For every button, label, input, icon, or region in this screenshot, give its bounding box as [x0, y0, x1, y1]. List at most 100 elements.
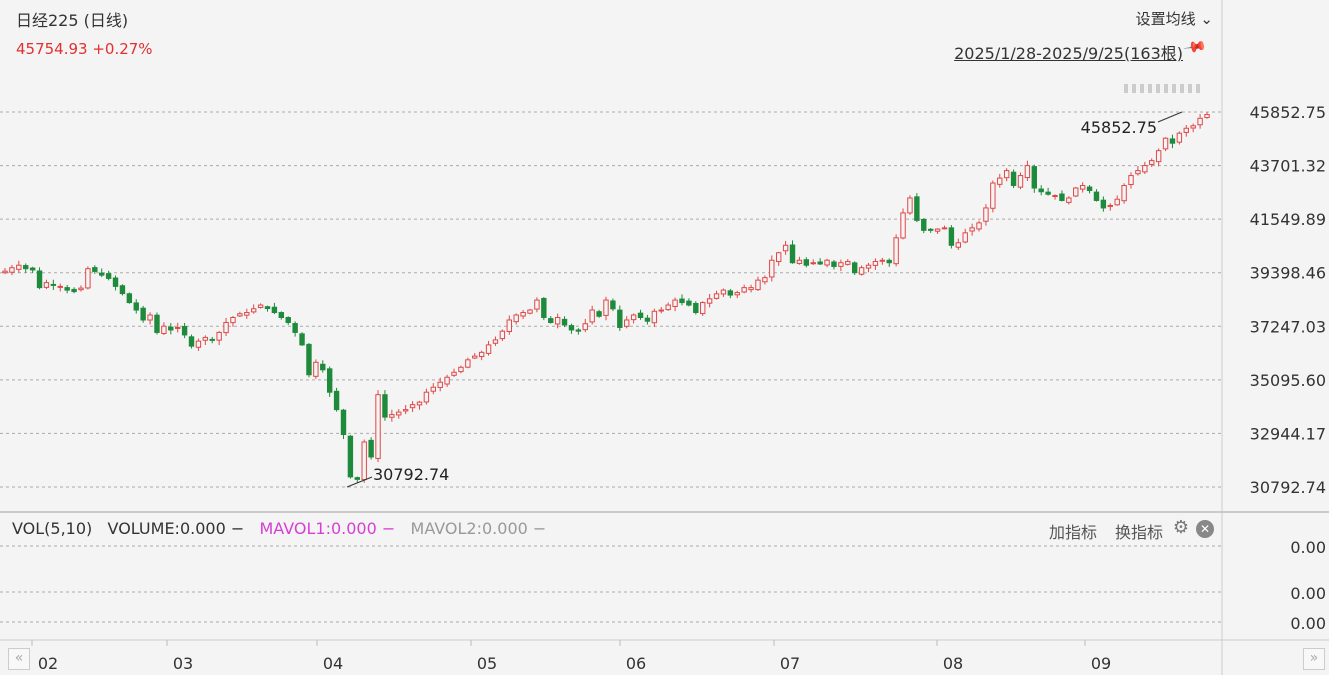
- candle-body: [1183, 127, 1189, 133]
- candle-body: [658, 309, 664, 312]
- candle: [57, 283, 63, 292]
- candle: [78, 285, 84, 292]
- candle: [748, 284, 754, 293]
- candle-body: [907, 197, 913, 214]
- swap-indicator-button[interactable]: 换指标: [1114, 523, 1163, 542]
- candle-body: [851, 262, 858, 274]
- candle: [230, 316, 236, 327]
- candle-body: [755, 279, 761, 291]
- candle-body: [244, 312, 250, 316]
- candle-body: [195, 340, 202, 348]
- candle-body: [230, 316, 236, 324]
- mavol2-value: MAVOL2:0.000 −: [410, 519, 547, 538]
- candle: [458, 365, 464, 374]
- candle-body: [1142, 165, 1148, 173]
- candle-body: [527, 309, 533, 314]
- candle-body: [23, 265, 29, 270]
- candle: [154, 312, 160, 335]
- candle: [396, 409, 402, 419]
- gear-icon[interactable]: ⚙: [1172, 517, 1189, 538]
- x-tick-label: 07: [780, 654, 800, 673]
- x-tick-label: 04: [323, 654, 343, 673]
- candle-body: [1197, 117, 1203, 126]
- candle-body: [368, 439, 374, 458]
- candle: [872, 258, 879, 270]
- close-icon[interactable]: ✕: [1196, 520, 1214, 538]
- candle-body: [748, 287, 754, 291]
- candle-body: [927, 228, 934, 231]
- candle: [886, 258, 892, 267]
- candle: [1135, 166, 1141, 176]
- candle: [29, 266, 36, 273]
- candle: [603, 296, 609, 321]
- candle-body: [402, 409, 409, 412]
- candle: [1128, 172, 1134, 189]
- candle: [548, 316, 554, 324]
- x-tick-label: 09: [1091, 654, 1111, 673]
- candle: [513, 313, 519, 325]
- candle: [1031, 164, 1037, 193]
- candle-body: [161, 325, 167, 334]
- candle-body: [1155, 150, 1162, 163]
- candle-body: [796, 259, 803, 264]
- candle: [465, 357, 471, 369]
- scale-handle: [1140, 84, 1144, 93]
- candle-body: [278, 312, 285, 318]
- candle: [320, 360, 326, 373]
- candle: [340, 408, 347, 440]
- candle: [651, 308, 658, 328]
- candle-body: [665, 304, 671, 311]
- candle-body: [596, 311, 602, 317]
- candle: [140, 305, 146, 323]
- candle: [292, 321, 298, 337]
- candle-body: [1017, 175, 1024, 188]
- volume-tick-label: 0.00: [1290, 538, 1326, 557]
- candle: [430, 383, 436, 395]
- x-tick-label: 06: [626, 654, 646, 673]
- candle-body: [29, 267, 36, 271]
- min-annotation-arrow: [346, 476, 373, 488]
- candle: [105, 270, 112, 281]
- candle: [347, 434, 354, 479]
- candle-body: [734, 292, 740, 296]
- scroll-right-button[interactable]: »: [1303, 648, 1325, 670]
- candle-body: [105, 273, 112, 279]
- candle: [596, 309, 602, 318]
- candle-body: [548, 318, 554, 323]
- candle-body: [948, 227, 955, 246]
- date-range-label[interactable]: 2025/1/28-2025/9/25(163根): [954, 44, 1183, 63]
- candle-body: [969, 227, 975, 232]
- candle-body: [810, 262, 816, 265]
- x-tick-label: 08: [943, 654, 963, 673]
- add-indicator-button[interactable]: 加指标: [1048, 523, 1097, 542]
- candle-body: [133, 302, 139, 311]
- candle-body: [92, 267, 98, 272]
- volume-tick-label: 0.00: [1290, 614, 1326, 633]
- candle: [845, 259, 851, 266]
- candle-body: [900, 212, 906, 239]
- ma-setting-button[interactable]: 设置均线 ⌄: [1136, 8, 1213, 29]
- scale-handle: [1132, 84, 1136, 93]
- candle: [534, 297, 540, 313]
- candle-body: [1073, 187, 1079, 197]
- candle-body: [1079, 185, 1086, 190]
- candle: [706, 293, 713, 308]
- candle: [1183, 125, 1189, 137]
- candle-body: [85, 268, 91, 289]
- scroll-left-button[interactable]: «: [8, 648, 30, 670]
- candle: [1079, 182, 1086, 193]
- candle: [361, 439, 367, 483]
- candle-body: [264, 306, 271, 310]
- candle-body: [209, 338, 215, 341]
- candle-body: [983, 207, 989, 222]
- candle-body: [893, 237, 899, 265]
- candle: [1197, 113, 1203, 129]
- candle-body: [382, 394, 388, 418]
- candle: [1052, 194, 1058, 200]
- candle-body: [1114, 198, 1120, 206]
- candle: [92, 265, 98, 274]
- y-tick-label: 45852.75: [1250, 103, 1326, 122]
- candle: [983, 204, 989, 226]
- candle-body: [700, 302, 706, 315]
